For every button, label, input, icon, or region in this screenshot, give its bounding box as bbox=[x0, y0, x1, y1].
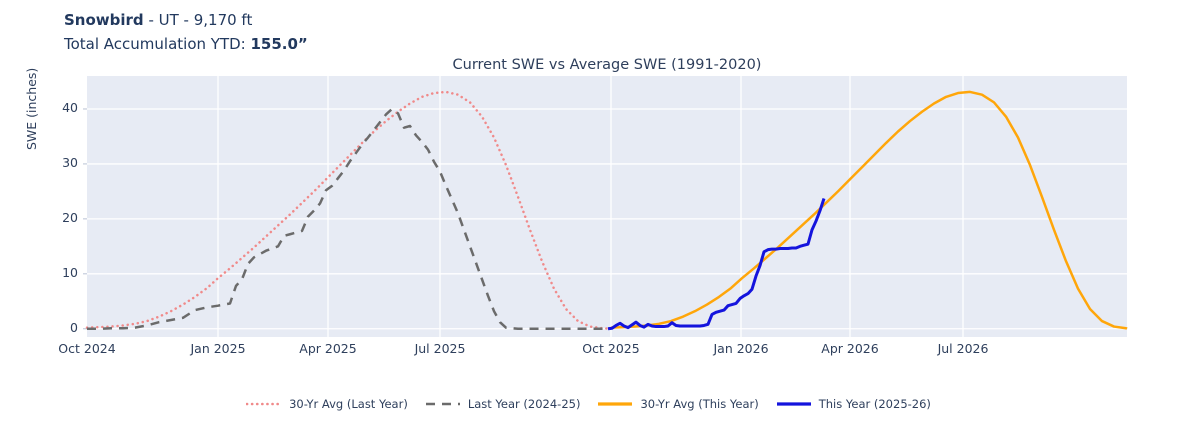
series-line bbox=[87, 107, 611, 331]
legend-swatch bbox=[776, 402, 811, 406]
legend-label: Last Year (2024-25) bbox=[467, 397, 581, 411]
accumulation-value: 155.0” bbox=[250, 35, 308, 53]
station-state-elevation: - UT - 9,170 ft bbox=[143, 11, 253, 29]
legend-label: 30-Yr Avg (Last Year) bbox=[289, 397, 408, 411]
x-tick-label: Jul 2026 bbox=[937, 341, 989, 356]
legend-item[interactable]: 30-Yr Avg (This Year) bbox=[597, 397, 759, 411]
accumulation-line: Total Accumulation YTD: 155.0” bbox=[64, 34, 308, 55]
chart-title: Current SWE vs Average SWE (1991-2020) bbox=[452, 57, 762, 73]
y-tick-label: 40 bbox=[62, 99, 78, 115]
x-tick-label: Jul 2025 bbox=[414, 341, 466, 356]
legend-label: This Year (2025-26) bbox=[818, 397, 931, 411]
station-title-line: Snowbird - UT - 9,170 ft bbox=[64, 10, 308, 31]
series-line bbox=[610, 90, 1128, 330]
legend-label: 30-Yr Avg (This Year) bbox=[640, 397, 759, 411]
legend-item[interactable]: Last Year (2024-25) bbox=[425, 397, 581, 411]
legend-item[interactable]: This Year (2025-26) bbox=[776, 398, 931, 410]
x-tick-label: Apr 2025 bbox=[299, 341, 357, 356]
series-line bbox=[85, 90, 613, 331]
x-tick-label: Jan 2025 bbox=[190, 341, 246, 356]
plot-area-background bbox=[87, 76, 1127, 337]
legend-swatch bbox=[425, 402, 460, 406]
legend-swatch bbox=[598, 402, 633, 406]
series-line bbox=[607, 198, 826, 331]
x-tick-label: Oct 2024 bbox=[58, 341, 116, 356]
legend-item[interactable]: 30-Yr Avg (Last Year) bbox=[246, 398, 408, 410]
x-tick-label: Oct 2025 bbox=[582, 341, 640, 356]
y-tick-label: 20 bbox=[62, 209, 78, 225]
x-tick-label: Jan 2026 bbox=[713, 341, 769, 356]
station-name: Snowbird bbox=[64, 11, 144, 29]
station-header: Snowbird - UT - 9,170 ft Total Accumulat… bbox=[64, 10, 308, 55]
y-tick-label: 0 bbox=[70, 319, 78, 335]
x-tick-label: Apr 2026 bbox=[821, 341, 879, 356]
y-tick-label: 30 bbox=[62, 154, 78, 170]
accumulation-label: Total Accumulation YTD: bbox=[64, 35, 251, 53]
legend-swatch bbox=[246, 402, 283, 406]
chart-legend: 30-Yr Avg (Last Year) Last Year (2024-25)… bbox=[0, 398, 1177, 410]
y-tick-label: 10 bbox=[62, 264, 78, 280]
